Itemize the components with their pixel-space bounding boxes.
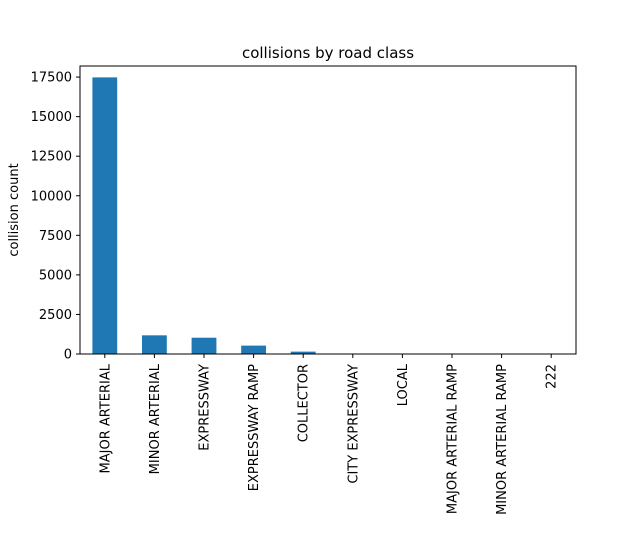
x-tick-label: LOCAL: [396, 363, 411, 406]
y-tick-label: 5000: [39, 268, 72, 283]
y-tick-label: 10000: [31, 189, 72, 204]
x-tick-label: EXPRESSWAY RAMP: [247, 364, 262, 491]
x-tick-label: MAJOR ARTERIAL RAMP: [446, 364, 461, 514]
x-tick-label: CITY EXPRESSWAY: [346, 364, 361, 484]
bar: [290, 351, 316, 354]
y-tick-label: 12500: [31, 150, 72, 165]
plot-frame: [79, 65, 577, 355]
bar: [92, 77, 118, 355]
y-tick-label: 0: [64, 348, 72, 363]
x-tick-label: MAJOR ARTERIAL: [98, 363, 113, 473]
bar: [142, 335, 167, 354]
x-tick-label: COLLECTOR: [297, 364, 312, 442]
plot-area: 0 2500 5000 7500 10000 12500 15000 17500 MAJOR A…: [31, 71, 564, 515]
bar: [191, 337, 217, 354]
chart-title: collisions by road class: [242, 44, 414, 62]
x-tick-label: EXPRESSWAY: [198, 364, 213, 451]
y-tick-label: 7500: [39, 229, 72, 244]
x-tick-label: MINOR ARTERIAL: [148, 363, 163, 474]
y-tick-label: 15000: [31, 110, 72, 125]
x-tick-label: MINOR ARTERIAL RAMP: [495, 364, 510, 515]
bar: [241, 345, 266, 354]
y-axis-label: collision count: [7, 163, 22, 256]
y-tick-label: 17500: [31, 71, 72, 86]
x-tick-label: 222: [545, 364, 560, 389]
y-tick-label: 2500: [39, 308, 72, 323]
